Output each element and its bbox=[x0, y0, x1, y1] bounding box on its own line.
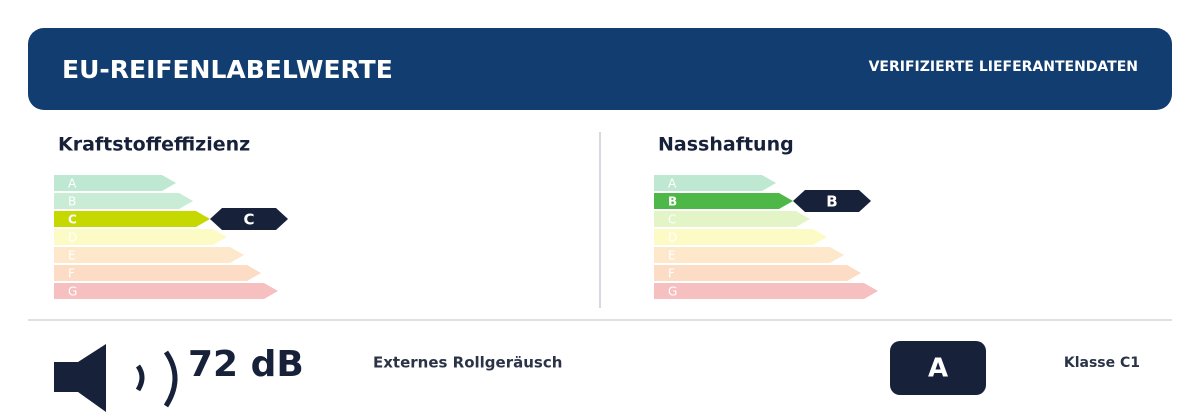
class-letter: C bbox=[68, 213, 77, 227]
class-bar bbox=[54, 211, 210, 227]
scale-title: Nasshaftung bbox=[658, 134, 794, 156]
class-bar bbox=[654, 265, 861, 281]
class-letter: D bbox=[668, 231, 677, 245]
class-letter: C bbox=[668, 213, 676, 227]
class-bar bbox=[654, 175, 776, 191]
noise-class-box bbox=[890, 341, 986, 395]
rating-marker bbox=[793, 190, 871, 212]
speaker-icon bbox=[54, 344, 106, 412]
class-letter: B bbox=[668, 195, 677, 209]
class-bar bbox=[654, 211, 810, 227]
sound-wave bbox=[163, 350, 178, 408]
class-bar bbox=[654, 193, 793, 209]
rating-marker bbox=[210, 208, 288, 230]
header-bar bbox=[28, 28, 1172, 110]
rating-letter: C bbox=[243, 211, 254, 229]
class-letter: E bbox=[668, 249, 676, 263]
header-badge: VERIFIZIERTE LIEFERANTENDATEN bbox=[869, 59, 1138, 75]
class-bar bbox=[54, 283, 278, 299]
scale-title: Kraftstoffeffizienz bbox=[58, 134, 250, 156]
class-bar bbox=[54, 175, 176, 191]
class-bar bbox=[54, 229, 227, 245]
class-bar bbox=[654, 247, 844, 263]
header-title: EU-REIFENLABELWERTE bbox=[62, 55, 393, 84]
class-letter: G bbox=[68, 285, 77, 299]
class-letter: G bbox=[668, 285, 677, 299]
class-bar bbox=[54, 265, 261, 281]
class-bar bbox=[654, 283, 878, 299]
class-bar bbox=[654, 229, 827, 245]
class-letter: F bbox=[68, 267, 75, 281]
class-bar bbox=[54, 193, 193, 209]
class-letter: A bbox=[68, 177, 77, 191]
class-bar bbox=[54, 247, 244, 263]
class-letter: A bbox=[668, 177, 677, 191]
noise-class: A bbox=[928, 354, 948, 384]
rating-letter: B bbox=[826, 193, 837, 211]
noise-label: Externes Rollgeräusch bbox=[373, 354, 562, 372]
sound-wave bbox=[135, 364, 145, 392]
class-letter: E bbox=[68, 249, 76, 263]
tyre-class: Klasse C1 bbox=[1064, 355, 1140, 371]
class-letter: F bbox=[668, 267, 675, 281]
noise-value: 72 dB bbox=[188, 344, 304, 385]
class-letter: D bbox=[68, 231, 77, 245]
class-letter: B bbox=[68, 195, 76, 209]
